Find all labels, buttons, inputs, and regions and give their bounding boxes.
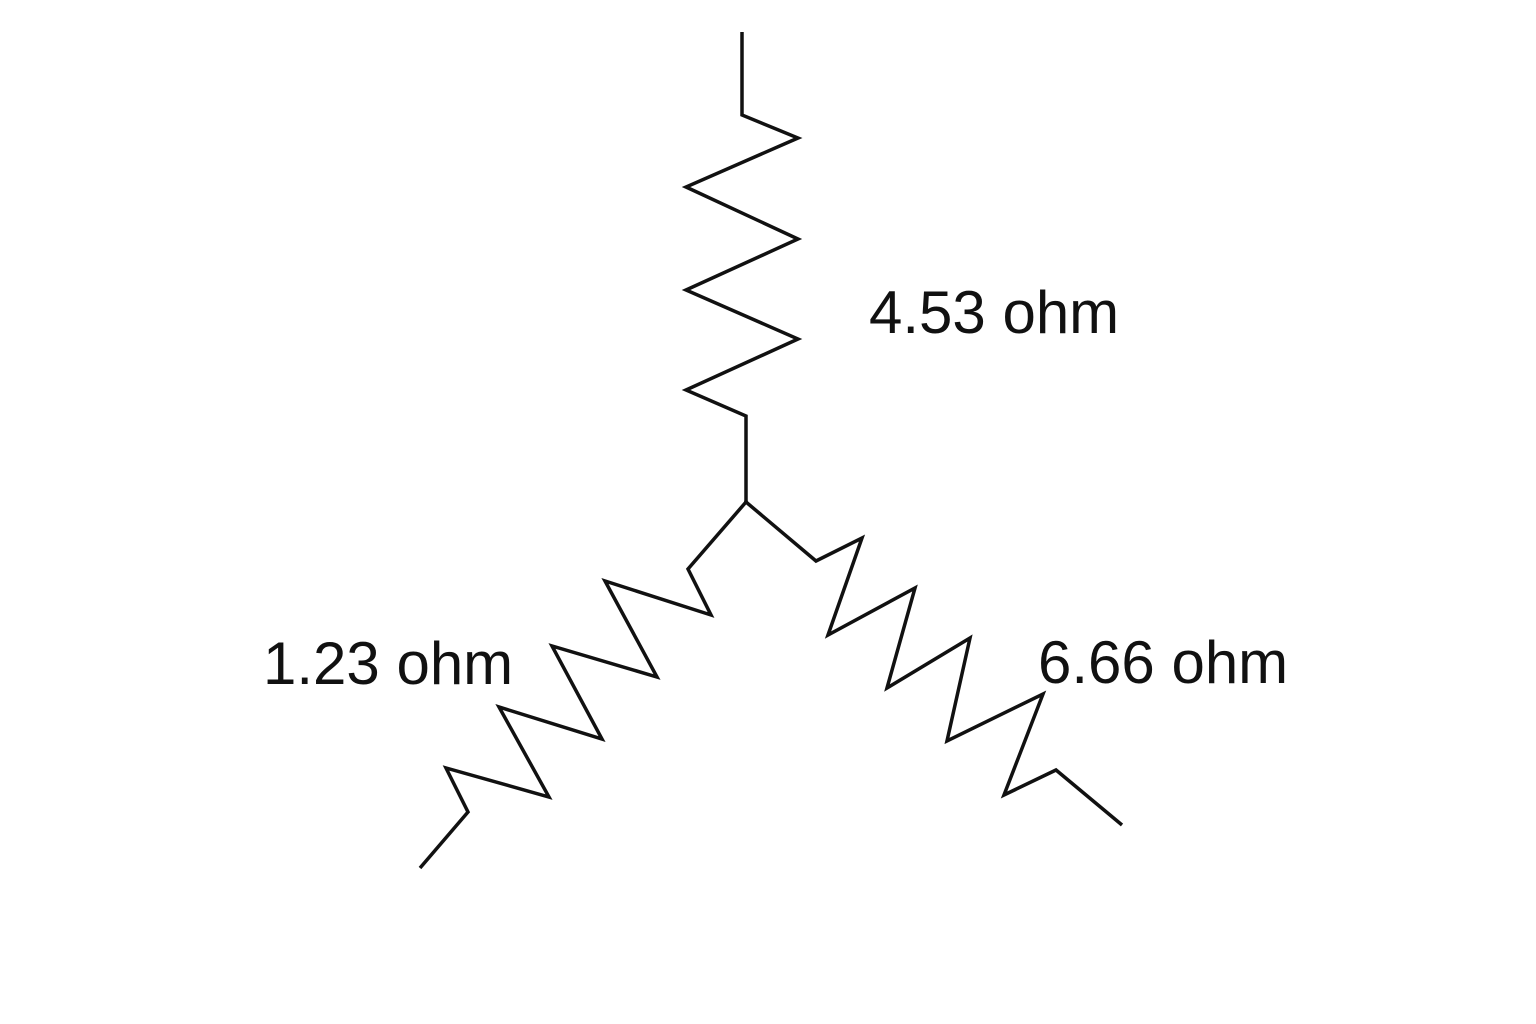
resistor-top-label: 4.53 ohm (869, 279, 1119, 346)
junction-node (744, 500, 748, 504)
resistor-left (418, 500, 748, 870)
resistor-top (681, 32, 803, 502)
resistor-right-label: 6.66 ohm (1038, 629, 1288, 696)
resistor-right (744, 500, 1124, 827)
resistor-left-label: 1.23 ohm (263, 630, 513, 697)
